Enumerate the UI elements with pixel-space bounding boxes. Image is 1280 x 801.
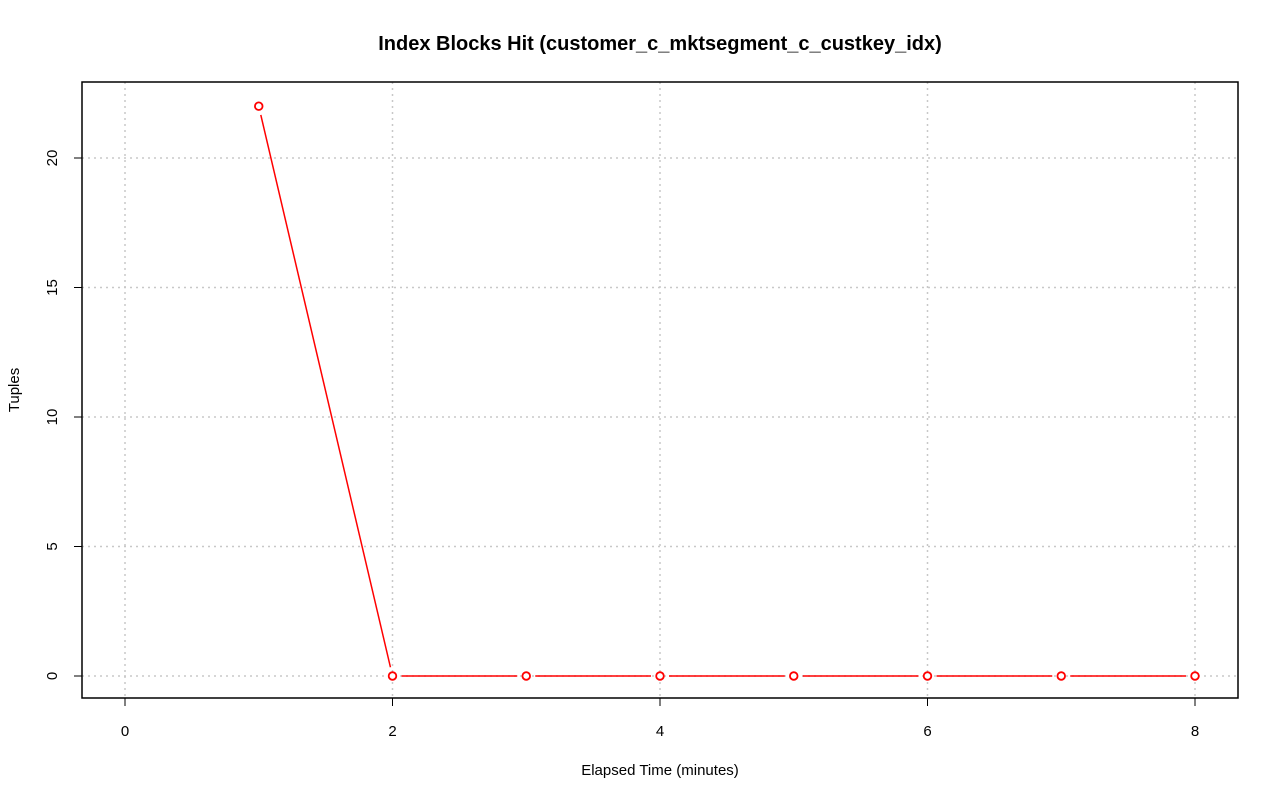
- y-tick-label-4: 20: [44, 150, 61, 167]
- series-0-point-2: [521, 671, 531, 681]
- y-tick-label-3: 15: [44, 279, 61, 296]
- x-axis: 0 2 4 6 8: [121, 697, 1199, 740]
- series-0-point-1: [387, 671, 398, 681]
- y-tick-label-1: 5: [44, 542, 61, 550]
- series-0-point-7: [1190, 671, 1200, 681]
- x-tick-label-1: 2: [388, 723, 396, 740]
- series-0-point-4: [789, 671, 799, 681]
- x-tick-label-4: 8: [1191, 723, 1199, 740]
- x-tick-label-2: 4: [656, 723, 664, 740]
- y-axis-label: Tuples: [6, 368, 23, 412]
- x-tick-label-3: 6: [923, 723, 931, 740]
- x-tick-label-0: 0: [121, 723, 129, 740]
- series-0-point-0: [254, 101, 264, 111]
- series-0-point-6: [1056, 671, 1066, 681]
- y-axis: 0 5 10 15 20: [44, 150, 83, 680]
- y-tick-label-2: 10: [44, 409, 61, 426]
- series-0-point-5: [922, 671, 933, 681]
- series-group: [254, 101, 1200, 681]
- y-tick-label-0: 0: [44, 672, 61, 680]
- series-0-point-3: [655, 671, 665, 681]
- grid-lines: [82, 82, 1238, 698]
- series-0-segment-0: [260, 114, 392, 668]
- chart-title: Index Blocks Hit (customer_c_mktsegment_…: [378, 33, 942, 55]
- x-axis-label: Elapsed Time (minutes): [581, 762, 739, 779]
